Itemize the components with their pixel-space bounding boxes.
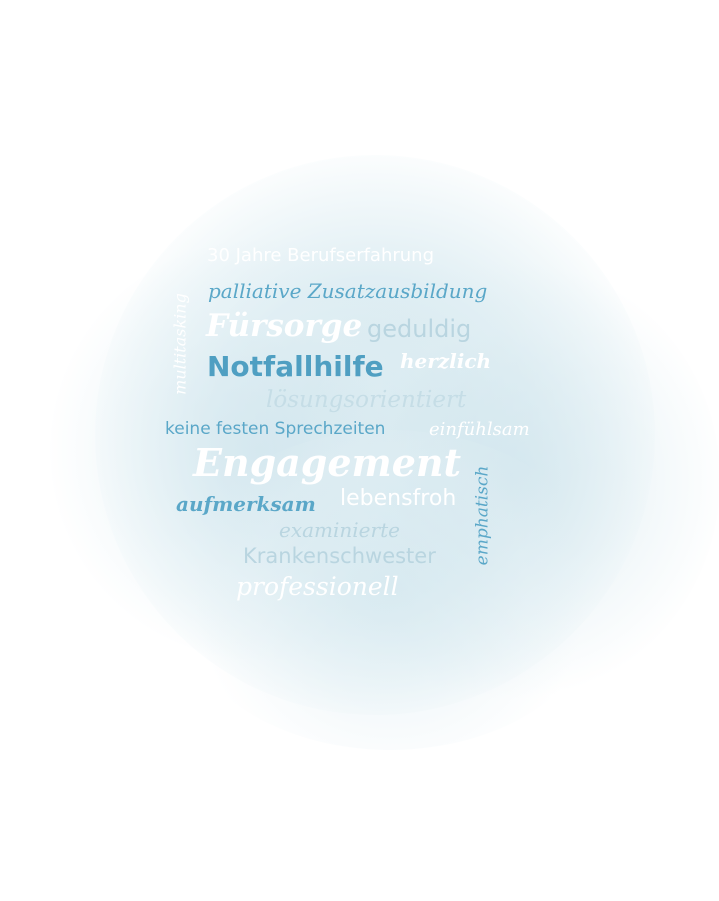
word-geduldig: geduldig — [367, 315, 472, 343]
word-lebensfroh: lebensfroh — [340, 486, 457, 511]
word-engagement: Engagement — [193, 440, 462, 485]
word-examinierte: examinierte — [279, 518, 400, 542]
word-berufserfahrung: 30 Jahre Berufserfahrung — [207, 245, 435, 266]
word-fuersorge: Fürsorge — [206, 308, 363, 344]
word-professionell: professionell — [236, 572, 399, 601]
word-aufmerksam: aufmerksam — [176, 492, 316, 516]
word-palliative-zusatzausbildung: palliative Zusatzausbildung — [208, 279, 488, 303]
word-notfallhilfe: Notfallhilfe — [207, 350, 384, 383]
word-loesungsorientiert: lösungsorientiert — [266, 387, 467, 413]
word-multitasking: multitasking — [170, 293, 190, 395]
word-krankenschwester: Krankenschwester — [243, 544, 436, 568]
word-emphatisch: emphatisch — [472, 465, 493, 566]
word-herzlich: herzlich — [400, 349, 492, 373]
word-einfuehlsam: einfühlsam — [429, 419, 530, 440]
word-keine-festen-sprechzeiten: keine festen Sprechzeiten — [165, 419, 386, 439]
